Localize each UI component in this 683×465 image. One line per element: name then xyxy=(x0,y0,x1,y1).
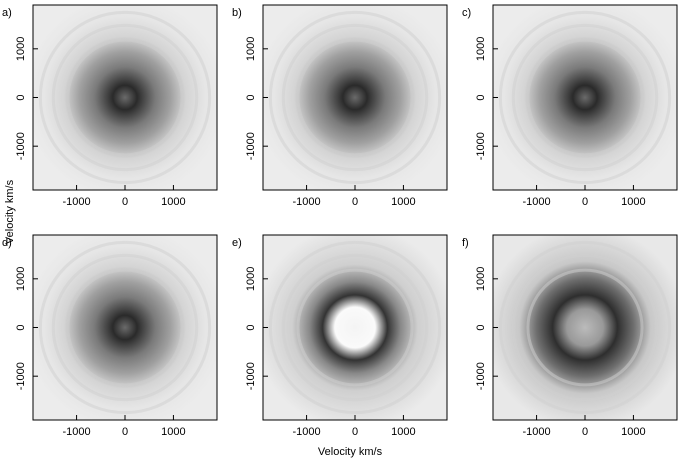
image-ring xyxy=(66,38,184,157)
tomogram-image xyxy=(263,5,447,190)
image-ring xyxy=(511,253,659,402)
image-ring xyxy=(51,253,199,402)
x-tick-label: 0 xyxy=(122,196,128,208)
y-tick-label: -1000 xyxy=(245,132,257,160)
tomogram-image xyxy=(493,235,677,420)
y-tick-label: -1000 xyxy=(475,362,487,390)
x-tick-label: -1000 xyxy=(63,196,91,208)
y-tick-label: 0 xyxy=(15,94,27,100)
image-ring xyxy=(38,240,212,415)
y-tick-label: 1000 xyxy=(245,37,257,61)
y-tick-label: -1000 xyxy=(15,132,27,160)
panel-label: b) xyxy=(232,7,242,19)
image-ring xyxy=(268,10,442,185)
image-ring xyxy=(38,10,212,185)
x-tick-label: 0 xyxy=(352,196,358,208)
y-tick-label: -1000 xyxy=(15,362,27,390)
image-ring xyxy=(526,38,644,157)
image-ring xyxy=(51,23,199,172)
x-tick-label: 1000 xyxy=(161,196,185,208)
image-ring xyxy=(281,253,429,402)
panel-label: d) xyxy=(2,237,12,249)
image-ring xyxy=(498,240,672,415)
y-tick-label: 1000 xyxy=(245,267,257,291)
image-ring xyxy=(511,23,659,172)
x-tick-label: 0 xyxy=(352,426,358,438)
y-tick-label: 1000 xyxy=(475,37,487,61)
image-ring xyxy=(281,23,429,172)
image-ring xyxy=(498,10,672,185)
y-tick-label: 1000 xyxy=(15,267,27,291)
x-tick-label: -1000 xyxy=(523,196,551,208)
y-axis-label: Velocity km/s xyxy=(4,179,16,244)
x-tick-label: 0 xyxy=(122,426,128,438)
image-ring xyxy=(268,240,442,415)
panel-label: c) xyxy=(462,7,471,19)
image-ring xyxy=(296,38,414,157)
x-tick-label: 1000 xyxy=(391,426,415,438)
x-tick-label: -1000 xyxy=(63,426,91,438)
x-tick-label: 0 xyxy=(582,426,588,438)
y-tick-label: 0 xyxy=(245,324,257,330)
x-tick-label: 0 xyxy=(582,196,588,208)
tomogram-image xyxy=(33,5,217,190)
panel-label: e) xyxy=(232,237,242,249)
tomogram-image xyxy=(263,235,447,420)
y-tick-label: 1000 xyxy=(15,37,27,61)
x-tick-label: -1000 xyxy=(293,196,321,208)
y-tick-label: 1000 xyxy=(475,267,487,291)
x-tick-label: -1000 xyxy=(293,426,321,438)
x-tick-label: -1000 xyxy=(523,426,551,438)
y-tick-label: -1000 xyxy=(475,132,487,160)
x-tick-label: 1000 xyxy=(161,426,185,438)
tomogram-image xyxy=(493,5,677,190)
x-tick-label: 1000 xyxy=(621,426,645,438)
image-ring xyxy=(66,268,184,387)
y-tick-label: 0 xyxy=(245,94,257,100)
panel-label: a) xyxy=(2,7,12,19)
x-tick-label: 1000 xyxy=(391,196,415,208)
tomogram-image xyxy=(33,235,217,420)
x-tick-label: 1000 xyxy=(621,196,645,208)
x-axis-label: Velocity km/s xyxy=(318,446,383,458)
panel-label: f) xyxy=(462,237,469,249)
y-tick-label: 0 xyxy=(475,324,487,330)
image-ring xyxy=(296,268,414,387)
y-tick-label: -1000 xyxy=(245,362,257,390)
image-ring xyxy=(526,268,644,387)
y-tick-label: 0 xyxy=(475,94,487,100)
y-tick-label: 0 xyxy=(15,324,27,330)
